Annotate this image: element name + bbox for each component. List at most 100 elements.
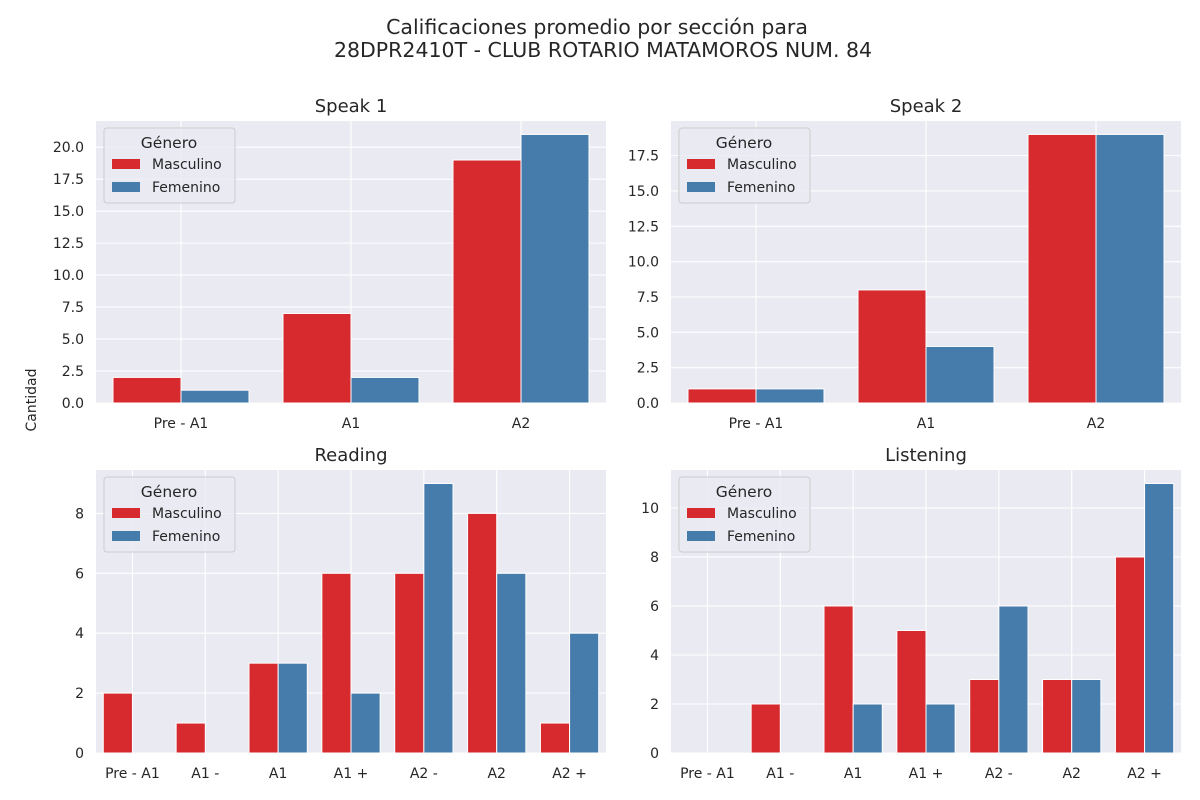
bar-masculino-a2 (1114, 556, 1146, 754)
bar-masculino-a1 (321, 572, 352, 754)
y-tick-label: 0 (75, 746, 84, 762)
y-tick-label: 17.5 (53, 172, 84, 188)
bar-masculino-a1 (857, 289, 927, 404)
bar-masculino-pre-a1 (102, 692, 133, 754)
bar-masculino-a1 (248, 662, 279, 754)
legend: Género Masculino Femenino (103, 476, 236, 553)
x-tick-label: A2 (512, 416, 530, 432)
bar-femenino-a2 (998, 605, 1029, 754)
y-tick-label: 4 (650, 648, 659, 664)
bar-femenino-a2 (423, 482, 454, 754)
bar-femenino-a1 (852, 703, 883, 754)
y-tick-label: 7.5 (62, 300, 84, 316)
subplot-title: Reading (314, 445, 387, 466)
y-tick-label: 4 (75, 626, 84, 642)
legend: Género Masculino Femenino (678, 476, 811, 553)
y-tick-label: 5.0 (637, 325, 659, 341)
legend-swatch-masculino (687, 159, 715, 169)
legend-swatch-femenino (112, 182, 140, 192)
bar-masculino-pre-a1 (112, 376, 182, 404)
x-tick-label: A2 (487, 766, 505, 782)
bar-masculino-a2 (467, 512, 498, 754)
bar-masculino-pre-a1 (687, 388, 757, 404)
legend-swatch-masculino (112, 508, 140, 518)
x-tick-label: A1 - (766, 766, 794, 782)
bar-masculino-a1 (896, 629, 927, 754)
x-tick-label: Pre - A1 (729, 416, 784, 432)
legend-title: Género (716, 483, 772, 501)
y-axis-label: Cantidad (24, 369, 40, 432)
legend-title: Género (141, 483, 197, 501)
legend-label-femenino: Femenino (727, 180, 795, 196)
bar-masculino-a1 (823, 605, 854, 754)
y-tick-label: 15.0 (53, 204, 84, 220)
x-tick-label: Pre - A1 (154, 416, 209, 432)
bar-femenino-a1 (925, 345, 995, 404)
y-tick-label: 2 (650, 697, 659, 713)
y-tick-label: 10 (641, 501, 659, 517)
figure-title-line-1: Calificaciones promedio por sección para (386, 15, 808, 39)
bar-femenino-a2 (520, 133, 590, 404)
legend: Género Masculino Femenino (678, 127, 811, 204)
x-tick-label: A2 (1087, 416, 1105, 432)
y-tick-label: 6 (75, 566, 84, 582)
figure-title-line-2: 28DPR2410T - CLUB ROTARIO MATAMOROS NUM.… (334, 38, 872, 62)
y-tick-label: 2.5 (62, 364, 84, 380)
subplot-title: Listening (885, 445, 967, 466)
subplot-speak-2: 0.0 2.5 5.0 7.5 10.0 12.5 15.0 17.5 Pre - A1 A1 A2… (628, 96, 1181, 432)
x-tick-label: A1 + (334, 766, 369, 782)
legend-label-masculino: Masculino (727, 157, 797, 173)
x-tick-label: A1 + (909, 766, 944, 782)
y-tick-label: 5.0 (62, 332, 84, 348)
subplot-title: Speak 2 (890, 96, 963, 117)
bar-masculino-a1 (750, 703, 781, 754)
y-tick-label: 8 (75, 506, 84, 522)
subplot-reading: 0 2 4 6 8 Pre - A1 A1 - A1 A1 + A2 - A2 A2 + Reading… (75, 445, 606, 782)
bar-masculino-a2 (452, 159, 522, 404)
legend-swatch-masculino (687, 508, 715, 518)
bar-femenino-a2 (1095, 133, 1165, 404)
y-tick-label: 12.5 (628, 219, 659, 235)
subplot-listening: 0 2 4 6 8 10 Pre - A1 A1 - A1 A1 + A2 - A2 A2 + Liste… (641, 445, 1181, 782)
y-tick-label: 7.5 (637, 290, 659, 306)
legend-title: Género (141, 134, 197, 152)
bar-masculino-a2 (1042, 678, 1073, 754)
legend-swatch-masculino (112, 159, 140, 169)
bar-masculino-a1 (282, 312, 352, 404)
bar-femenino-a2 (1144, 482, 1175, 754)
x-tick-label: A2 + (552, 766, 587, 782)
y-tick-label: 15.0 (628, 184, 659, 200)
y-tick-label: 17.5 (628, 149, 659, 165)
legend-label-masculino: Masculino (152, 157, 222, 173)
legend-label-femenino: Femenino (152, 529, 220, 545)
x-tick-label: A2 - (985, 766, 1013, 782)
bar-femenino-a2 (569, 632, 600, 754)
x-tick-label: A1 (917, 416, 935, 432)
y-tick-label: 8 (650, 550, 659, 566)
x-tick-label: Pre - A1 (680, 766, 735, 782)
legend-label-femenino: Femenino (152, 180, 220, 196)
y-tick-label: 10.0 (628, 255, 659, 271)
y-tick-label: 20.0 (53, 140, 84, 156)
x-tick-label: Pre - A1 (105, 766, 160, 782)
subplot-speak-1: 0.0 2.5 5.0 7.5 10.0 12.5 15.0 17.5 20.0 Pre - A1… (53, 96, 606, 432)
bar-femenino-a1 (277, 662, 308, 754)
x-tick-label: A1 (844, 766, 862, 782)
x-tick-label: A2 - (410, 766, 438, 782)
legend-label-femenino: Femenino (727, 529, 795, 545)
x-tick-label: A2 + (1127, 766, 1162, 782)
y-tick-label: 2 (75, 686, 84, 702)
bar-femenino-a1 (350, 376, 420, 404)
x-tick-label: A1 - (191, 766, 219, 782)
legend-swatch-femenino (687, 531, 715, 541)
bar-femenino-a2 (496, 572, 527, 754)
bar-masculino-a2 (1027, 133, 1097, 404)
subplot-title: Speak 1 (315, 96, 388, 117)
legend-swatch-femenino (687, 182, 715, 192)
y-tick-label: 0 (650, 746, 659, 762)
legend: Género Masculino Femenino (103, 127, 236, 204)
bar-masculino-a2 (539, 722, 571, 754)
bar-femenino-pre-a1 (755, 388, 825, 404)
